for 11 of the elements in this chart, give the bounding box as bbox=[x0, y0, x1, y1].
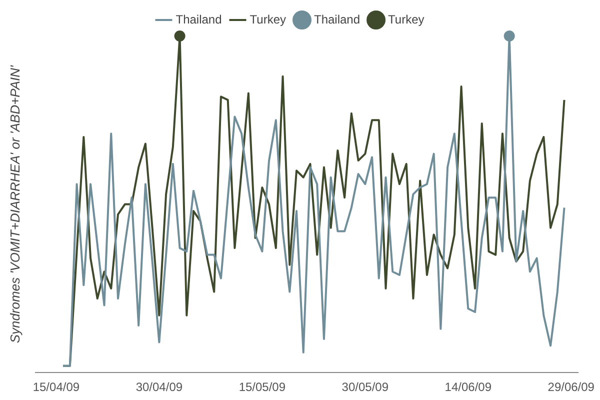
x-tick-label: 15/05/09 bbox=[238, 380, 286, 394]
legend-label: Thailand bbox=[314, 12, 360, 26]
legend-label: Turkey bbox=[388, 12, 424, 26]
x-tick-label: 30/04/09 bbox=[136, 380, 183, 394]
y-axis-title: Syndromes 'VOMIT+DIARRHEA' or 'ABD+PAIN' bbox=[7, 64, 22, 344]
legend-label: Turkey bbox=[250, 12, 286, 26]
legend-label: Thailand bbox=[176, 12, 222, 26]
x-tick-label: 15/04/09 bbox=[32, 380, 80, 394]
x-tick-label: 29/06/09 bbox=[548, 380, 595, 394]
x-tick-label: 14/06/09 bbox=[444, 380, 492, 394]
x-tick-label: 30/05/09 bbox=[342, 380, 389, 394]
